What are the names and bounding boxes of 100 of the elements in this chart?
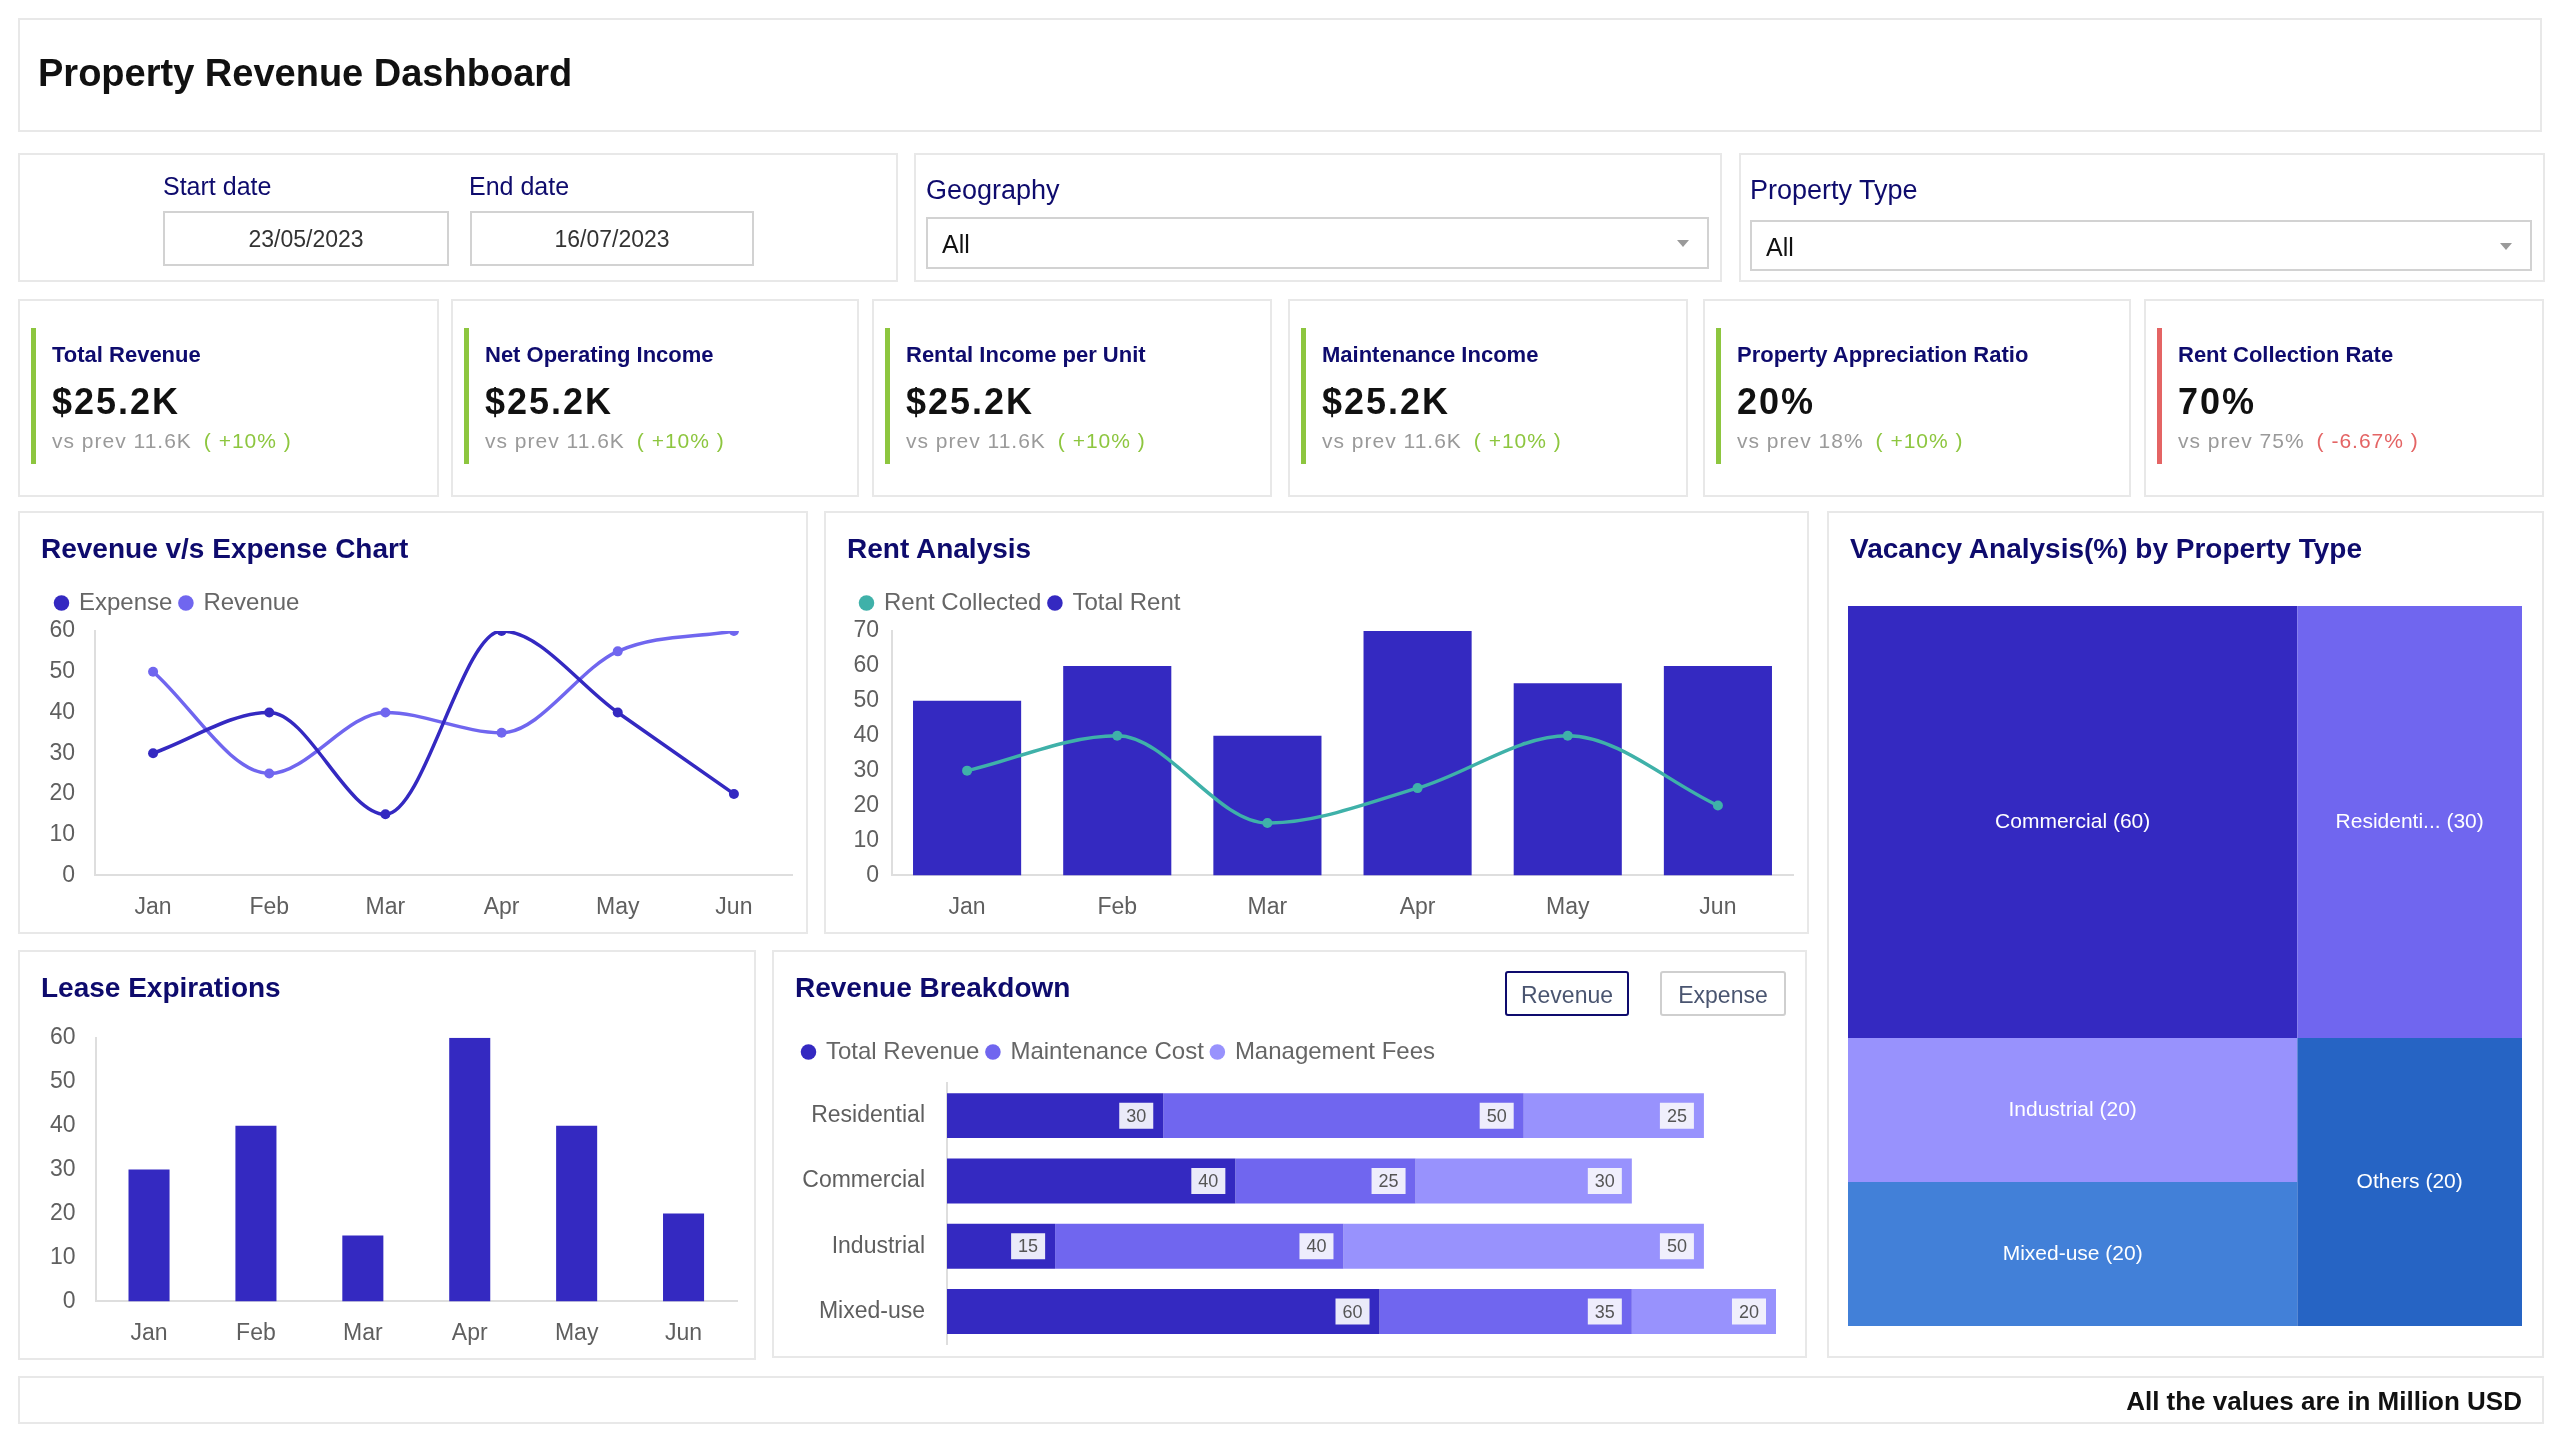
bar	[663, 1213, 705, 1302]
y-tick-label: 20	[49, 1198, 76, 1225]
bar	[1379, 1289, 1632, 1335]
data-label: 20	[1738, 1301, 1759, 1322]
text: Property Appreciation Ratio	[1737, 342, 2029, 368]
text: $25.2K	[485, 381, 614, 423]
bar	[1663, 665, 1772, 876]
point	[496, 727, 507, 738]
text: Rent Collection Rate	[2178, 342, 2394, 368]
data-label: 30	[1594, 1170, 1615, 1191]
text: vs prev 11.6K	[485, 429, 625, 452]
x-tick-label: Jun	[1699, 892, 1737, 919]
chart-title: Revenue v/s Expense Chart	[41, 533, 409, 566]
legend-label: Maintenance Cost	[1010, 1036, 1205, 1064]
x-tick-label: Jun	[665, 1318, 703, 1345]
y-tick-label: 10	[49, 820, 75, 847]
x-tick-label: Apr	[483, 892, 520, 919]
x-tick-label: Apr	[1399, 892, 1436, 919]
text: Property Type	[1750, 175, 1918, 207]
bar	[449, 1037, 491, 1302]
text: vs prev 11.6K	[1322, 429, 1462, 452]
x-tick-label: May	[596, 892, 640, 919]
chart-title: Rent Analysis	[847, 533, 1032, 566]
text: ( +10% )	[1057, 429, 1146, 452]
data-label: 60	[1342, 1301, 1363, 1322]
x-tick-label: Jan	[948, 892, 986, 919]
bar	[947, 1093, 1164, 1139]
x-tick-label: May	[554, 1318, 599, 1345]
x-tick-label: May	[1546, 892, 1590, 919]
bar	[1055, 1223, 1344, 1269]
bar	[1363, 631, 1472, 876]
data-label: (30)	[2446, 808, 2484, 832]
text: Total Revenue	[52, 342, 201, 368]
y-tick-label: 50	[853, 686, 879, 713]
text: End date	[469, 172, 570, 201]
dropdown-box: All	[1750, 220, 2532, 271]
point	[1412, 783, 1423, 794]
bar	[1213, 735, 1322, 876]
y-tick-label: 40	[49, 697, 75, 724]
data-label: 35	[1594, 1301, 1615, 1322]
bar	[913, 700, 1022, 876]
data-label: 50	[1486, 1105, 1507, 1126]
date-input-box: 16/07/2023	[470, 211, 754, 266]
point	[1712, 800, 1723, 811]
legend-label: Rent Collected	[884, 587, 1042, 615]
point	[264, 707, 275, 718]
bar	[947, 1289, 1380, 1335]
toggle-button: Revenue	[1505, 971, 1629, 1016]
text: vs prev 11.6K	[52, 429, 192, 452]
text: vs prev 18%	[1737, 429, 1864, 452]
bar	[1343, 1223, 1704, 1269]
legend-label: Revenue	[203, 587, 300, 615]
bar	[947, 1158, 1236, 1204]
y-tick-label: 20	[49, 779, 75, 806]
bar	[1523, 1093, 1704, 1139]
y-tick-label: 50	[49, 1067, 76, 1094]
legend-label: Total Revenue	[826, 1036, 980, 1064]
y-tick-label: 10	[49, 1242, 76, 1269]
bar	[1063, 665, 1172, 876]
y-tick-label: 60	[853, 651, 879, 678]
y-tick-label: 20	[853, 790, 879, 817]
text: 20%	[1737, 381, 1816, 423]
y-tick-label: 60	[49, 1023, 76, 1050]
text: ( +10% )	[636, 429, 725, 452]
bar	[556, 1125, 598, 1302]
data-label: 50	[1666, 1236, 1687, 1257]
x-tick-label: Feb	[249, 892, 290, 919]
toggle-button: Expense	[1660, 971, 1786, 1016]
text: ( +10% )	[1473, 429, 1562, 452]
category-label: Mixed-use	[2002, 1240, 2100, 1264]
data-label: (60)	[2112, 808, 2151, 832]
x-tick-label: Mar	[343, 1318, 383, 1345]
data-label: (20)	[2105, 1240, 2143, 1264]
date-input-box: 23/05/2023	[163, 211, 449, 266]
y-tick-label: 30	[853, 756, 879, 782]
dropdown-box: All	[926, 217, 1709, 269]
data-label: 25	[1378, 1170, 1399, 1191]
point	[728, 788, 739, 799]
text: ( +10% )	[1875, 429, 1964, 452]
y-tick-label: Commercial	[802, 1166, 925, 1193]
y-tick-label: 30	[49, 1154, 76, 1181]
data-label: 40	[1306, 1236, 1327, 1257]
text: Start date	[163, 172, 272, 201]
y-tick-label: 70	[853, 616, 879, 643]
y-tick-label: 0	[62, 1286, 76, 1313]
data-label: (20)	[2099, 1096, 2137, 1120]
bar	[235, 1125, 277, 1302]
y-tick-label: Mixed-use	[818, 1296, 925, 1323]
text: ( +10% )	[203, 429, 292, 452]
y-tick-label: 0	[62, 860, 75, 887]
category-label: Others	[2356, 1168, 2420, 1192]
point	[612, 707, 623, 718]
category-label: Commercial	[1995, 808, 2108, 832]
text: vs prev 75%	[2178, 429, 2305, 452]
point	[264, 768, 275, 779]
category-label: Residenti...	[2335, 808, 2441, 832]
legend-label: Total Rent	[1072, 587, 1181, 615]
data-label: 30	[1126, 1105, 1147, 1126]
text: Property Revenue Dashboard	[38, 52, 573, 96]
y-tick-label: Industrial	[831, 1231, 925, 1258]
